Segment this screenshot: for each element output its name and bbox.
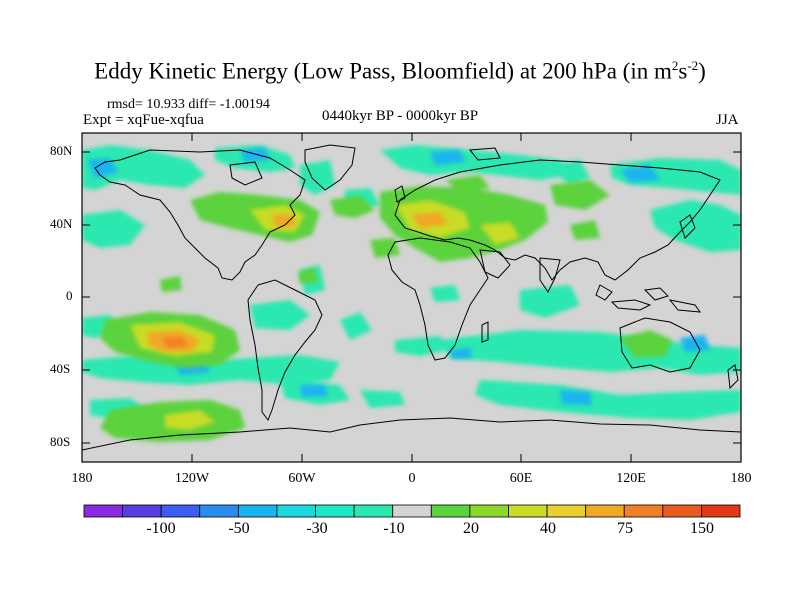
colorbar-swatch: [83, 504, 123, 518]
experiment-label: Expt = xqFue-xqfua: [83, 112, 204, 128]
colorbar-swatch: [469, 504, 509, 518]
colorbar-swatch: [160, 504, 201, 518]
rmsd-diff-stats: rmsd= 10.933 diff= -1.00194: [107, 97, 270, 112]
colorbar-swatch: [122, 504, 162, 518]
colorbar-swatch: [237, 504, 278, 518]
x-tick-label: 60W: [288, 471, 316, 486]
colorbar-label: -10: [383, 520, 405, 537]
y-tick-label: 40N: [50, 216, 73, 231]
colorbar-label: -30: [306, 520, 328, 537]
y-tick-label: 80S: [50, 434, 71, 449]
anomaly-field: [82, 144, 741, 451]
colorbar-swatch: [315, 504, 355, 518]
x-tick-label: 60E: [509, 471, 533, 486]
x-tick-label: 0: [408, 471, 416, 486]
colorbar-label: -100: [146, 520, 176, 537]
y-tick-label: 0: [66, 288, 73, 303]
period-label: 0440kyr BP - 0000kyr BP: [322, 108, 479, 124]
x-tick-label: 180: [730, 471, 752, 486]
x-tick-label: 180: [71, 471, 93, 486]
colorbar-swatch: [508, 504, 548, 518]
colorbar-label: 20: [463, 520, 479, 537]
positive-peak-patch: [162, 337, 188, 348]
colorbar-swatch: [430, 504, 471, 518]
colorbar-label: 150: [690, 520, 714, 537]
colorbar: [83, 504, 741, 518]
colorbar-swatch: [585, 504, 625, 518]
x-tick-label: 120E: [616, 471, 646, 486]
colorbar-swatch: [623, 504, 664, 518]
colorbar-swatch: [392, 504, 432, 518]
coastlines: [82, 144, 741, 451]
negative-anomaly-patches: [82, 145, 741, 420]
colorbar-swatch: [701, 504, 741, 518]
map-title: Eddy Kinetic Energy (Low Pass, Bloomfiel…: [94, 58, 706, 84]
colorbar-label: 75: [617, 520, 633, 537]
colorbar-label: 40: [540, 520, 556, 537]
colorbar-label: -50: [228, 520, 250, 537]
colorbar-swatch: [199, 504, 239, 518]
colorbar-swatch: [546, 504, 587, 518]
x-tick-label: 120W: [174, 471, 210, 486]
y-tick-label: 40S: [50, 361, 71, 376]
colorbar-swatch: [662, 504, 702, 518]
y-tick-label: 80N: [50, 143, 73, 158]
axis-ticks: [82, 133, 741, 462]
season-label: JJA: [716, 112, 739, 128]
colorbar-swatch: [276, 504, 316, 518]
colorbar-swatch: [353, 504, 394, 518]
